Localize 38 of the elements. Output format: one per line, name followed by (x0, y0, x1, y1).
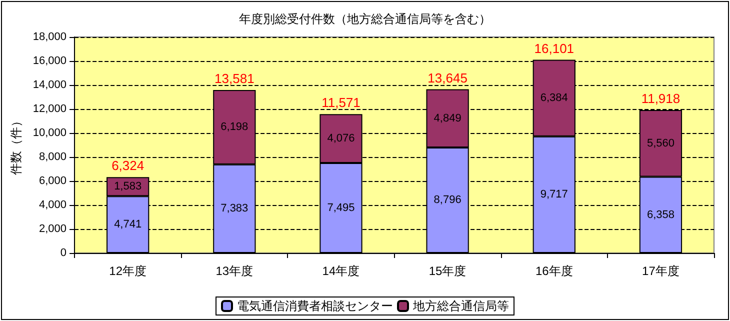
data-label: 4,849 (434, 112, 462, 124)
x-tick-label: 12年度 (109, 264, 147, 278)
y-tick-label: 18,000 (32, 31, 67, 43)
data-label: 4,076 (327, 132, 355, 145)
y-tick-label: 10,000 (32, 127, 67, 139)
y-tick-label: 12,000 (32, 103, 67, 115)
total-label: 16,101 (534, 40, 574, 56)
x-tick-label: 14年度 (322, 264, 360, 278)
y-tick-label: 8,000 (39, 151, 67, 163)
data-label: 8,796 (434, 194, 462, 206)
data-label: 6,384 (540, 92, 568, 104)
data-label: 5,560 (646, 137, 674, 150)
y-axis-title: 件数（件） (9, 115, 23, 175)
chart-title: 年度別総受付件数（地方総合通信局等を含む） (239, 12, 491, 26)
x-tick-label: 17年度 (642, 264, 680, 278)
data-label: 6,358 (646, 208, 674, 221)
total-label: 11,571 (322, 95, 360, 110)
total-label: 6,324 (112, 158, 144, 174)
total-label: 13,645 (428, 70, 468, 86)
data-label: 6,198 (220, 121, 248, 134)
y-tick-label: 6,000 (39, 175, 67, 187)
data-label: 1,583 (114, 180, 142, 193)
data-label: 9,717 (540, 188, 568, 201)
total-label: 13,581 (214, 71, 254, 86)
legend-label: 地方総合通信局等 (412, 299, 509, 313)
y-tick-label: 14,000 (32, 79, 67, 91)
data-label: 7,495 (327, 202, 355, 214)
y-tick-label: 4,000 (39, 199, 67, 211)
y-tick-label: 16,000 (32, 55, 67, 67)
data-label: 7,383 (220, 202, 248, 215)
data-label: 4,741 (114, 218, 142, 231)
y-tick-label: 2,000 (39, 223, 67, 235)
legend-label: 電気通信消費者相談センター (237, 299, 393, 313)
x-tick-label: 16年度 (535, 264, 573, 278)
y-tick-label: 0 (60, 247, 67, 259)
x-tick-label: 15年度 (428, 264, 466, 278)
total-label: 11,918 (641, 90, 680, 106)
x-tick-label: 13年度 (216, 264, 254, 278)
